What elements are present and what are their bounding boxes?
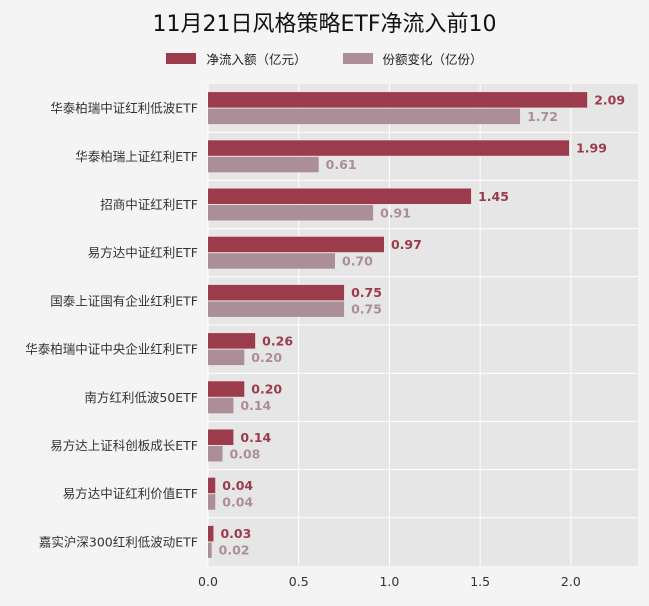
x-tick-label: 0.5: [289, 574, 309, 589]
data-label-share-change: 0.04: [222, 494, 253, 509]
data-label-net-inflow: 1.99: [576, 141, 607, 156]
x-tick-label: 1.0: [379, 574, 399, 589]
data-label-share-change: 0.61: [326, 157, 357, 172]
bar-share-change: [208, 205, 374, 221]
bar-net-inflow: [208, 525, 214, 542]
bar-share-change: [208, 397, 234, 414]
bar-net-inflow: [208, 188, 472, 204]
legend-item-share-change: 份额变化（亿份）: [342, 49, 483, 68]
legend-swatch-share-change: [342, 53, 373, 64]
bar-share-change: [208, 156, 319, 173]
category-label: 国泰上证国有企业红利ETF: [50, 293, 198, 308]
category-label: 招商中证红利ETF: [100, 197, 198, 212]
bar-net-inflow: [208, 429, 234, 445]
chart-title: 11月21日风格策略ETF净流入前10: [152, 12, 497, 37]
data-label-net-inflow: 1.45: [478, 189, 509, 204]
data-label-net-inflow: 0.97: [391, 237, 422, 252]
data-label-share-change: 1.72: [527, 109, 558, 124]
x-tick-label: 2.0: [561, 574, 581, 589]
legend: 净流入额（亿元） 份额变化（亿份）: [0, 49, 649, 68]
data-label-share-change: 0.75: [351, 302, 382, 317]
data-label-share-change: 0.20: [251, 350, 282, 365]
bar-share-change: [208, 253, 336, 269]
data-label-net-inflow: 0.75: [351, 285, 382, 300]
data-label-net-inflow: 0.20: [251, 382, 282, 397]
bar-net-inflow: [208, 284, 345, 301]
bar-net-inflow: [208, 477, 216, 494]
data-label-net-inflow: 2.09: [594, 92, 625, 107]
legend-swatch-net-inflow: [166, 53, 197, 64]
bar-net-inflow: [208, 381, 245, 397]
data-label-share-change: 0.14: [240, 398, 271, 413]
x-tick-label: 0.0: [198, 574, 218, 589]
bar-share-change: [208, 542, 212, 558]
data-label-share-change: 0.02: [219, 543, 250, 558]
category-label: 华泰柏瑞中证中央企业红利ETF: [25, 342, 198, 357]
legend-label-share-change: 份额变化（亿份）: [382, 52, 483, 67]
bar-share-change: [208, 349, 245, 366]
bar-share-change: [208, 446, 223, 462]
legend-label-net-inflow: 净流入额（亿元）: [206, 52, 307, 67]
data-label-net-inflow: 0.14: [240, 430, 271, 445]
bar-net-inflow: [208, 140, 570, 156]
data-label-net-inflow: 0.26: [262, 333, 293, 348]
data-label-share-change: 0.70: [342, 253, 373, 268]
category-label: 易方达中证红利价值ETF: [63, 486, 198, 501]
data-label-share-change: 0.08: [230, 446, 261, 461]
bar-share-change: [208, 108, 521, 125]
category-label: 华泰柏瑞上证红利ETF: [75, 149, 198, 164]
category-label: 易方达上证科创板成长ETF: [50, 438, 198, 453]
legend-item-net-inflow: 净流入额（亿元）: [166, 49, 307, 68]
category-label: 南方红利低波50ETF: [84, 390, 198, 405]
data-label-share-change: 0.91: [380, 205, 411, 220]
data-label-net-inflow: 0.04: [222, 478, 253, 493]
category-label: 华泰柏瑞中证红利低波ETF: [50, 101, 198, 116]
data-label-net-inflow: 0.03: [220, 526, 251, 541]
x-tick-label: 1.5: [470, 574, 490, 589]
category-label: 易方达中证红利ETF: [88, 245, 198, 260]
bar-share-change: [208, 301, 345, 317]
bar-share-change: [208, 494, 216, 510]
bar-net-inflow: [208, 92, 588, 108]
bar-net-inflow: [208, 236, 384, 253]
bar-net-inflow: [208, 333, 256, 349]
category-label: 嘉实沪深300红利低波动ETF: [39, 534, 198, 549]
